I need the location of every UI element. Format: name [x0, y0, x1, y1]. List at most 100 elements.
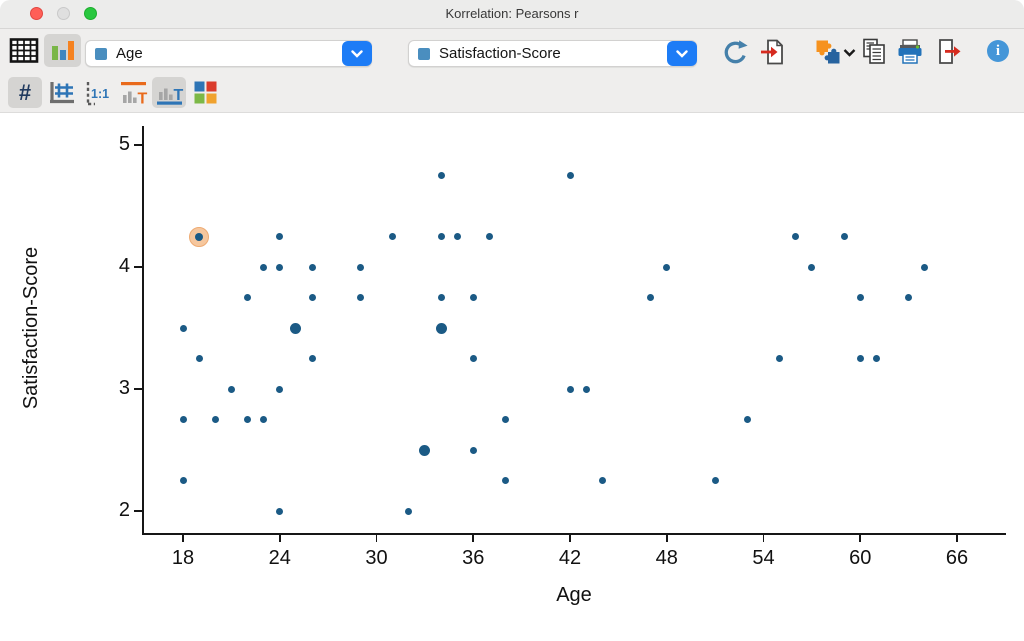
data-point[interactable] — [260, 416, 268, 423]
data-point[interactable] — [469, 294, 477, 301]
chart-view-button[interactable] — [44, 34, 81, 67]
numeric-values-button[interactable]: # — [8, 77, 42, 108]
data-point[interactable] — [469, 446, 477, 454]
refresh-button[interactable] — [720, 37, 750, 67]
chevron-down-button[interactable] — [342, 41, 372, 66]
svg-text:1:1: 1:1 — [91, 87, 109, 101]
data-point[interactable] — [244, 416, 251, 423]
data-point[interactable] — [260, 263, 268, 271]
data-point[interactable] — [856, 294, 864, 301]
y-tick-mark — [134, 266, 143, 268]
data-point[interactable] — [195, 355, 203, 362]
data-point[interactable] — [195, 232, 204, 241]
y-variable-dropdown[interactable]: Satisfaction-Score — [408, 40, 697, 67]
data-point[interactable] — [502, 477, 509, 484]
data-point[interactable] — [308, 294, 316, 301]
zoom-button[interactable] — [84, 7, 97, 20]
color-squares-icon — [194, 81, 216, 104]
data-point[interactable] — [711, 477, 719, 484]
chevron-down-button[interactable] — [667, 41, 697, 66]
variable-swatch-icon — [418, 47, 430, 60]
data-point[interactable] — [872, 355, 880, 362]
copy-button[interactable] — [860, 36, 888, 67]
axis-title-top-button[interactable]: T — [116, 77, 150, 108]
data-point[interactable] — [921, 263, 929, 271]
data-point[interactable] — [469, 355, 477, 362]
data-point[interactable] — [808, 263, 816, 271]
data-point[interactable] — [179, 324, 187, 332]
data-point[interactable] — [211, 416, 219, 423]
data-point[interactable] — [179, 416, 187, 423]
axis-title-bottom-button[interactable]: T — [152, 77, 186, 108]
info-button[interactable]: i — [985, 38, 1011, 64]
x-variable-dropdown[interactable]: Age — [85, 40, 372, 67]
data-point[interactable] — [179, 477, 187, 484]
y-tick-label: 4 — [118, 255, 130, 277]
y-tick-mark — [134, 388, 143, 390]
data-point[interactable] — [244, 294, 251, 301]
x-tick-mark — [278, 533, 281, 542]
y-tick-mark — [134, 510, 143, 512]
data-point[interactable] — [276, 233, 284, 240]
data-point[interactable] — [485, 233, 493, 240]
table-view-button[interactable] — [6, 34, 42, 67]
data-point[interactable] — [502, 416, 509, 423]
data-point[interactable] — [276, 385, 284, 393]
data-point[interactable] — [582, 385, 590, 393]
data-point[interactable] — [389, 233, 397, 240]
x-tick-mark — [665, 533, 668, 542]
aspect-ratio-button[interactable]: 1:1 — [80, 77, 114, 108]
toolbar: Age Satisfaction-Score — [0, 29, 1024, 74]
data-point[interactable] — [905, 294, 913, 301]
data-point[interactable] — [792, 233, 800, 240]
data-point[interactable] — [308, 263, 316, 271]
x-axis-line — [142, 533, 1006, 535]
variable-swatch-icon — [95, 47, 107, 60]
data-point[interactable] — [356, 294, 364, 301]
modules-button[interactable] — [812, 37, 858, 67]
chevron-down-icon — [351, 49, 363, 58]
x-tick-label: 42 — [558, 547, 582, 569]
one-to-one-ratio-icon: 1:1 — [86, 81, 109, 105]
data-point[interactable] — [743, 416, 751, 423]
data-point[interactable] — [776, 355, 784, 362]
export-button[interactable] — [934, 36, 962, 67]
y-tick-mark — [134, 144, 143, 146]
print-button[interactable] — [895, 37, 925, 67]
close-button[interactable] — [30, 7, 43, 20]
data-point[interactable] — [437, 172, 445, 179]
gridlines-button[interactable] — [44, 77, 78, 108]
x-tick-label: 30 — [365, 547, 388, 569]
data-point[interactable] — [437, 233, 445, 240]
data-point[interactable] — [356, 263, 364, 271]
chart-options-toolbar: # 1:1 T — [0, 74, 1024, 113]
data-point[interactable] — [566, 172, 574, 179]
import-button[interactable] — [758, 36, 788, 67]
data-point[interactable] — [290, 322, 302, 334]
data-point[interactable] — [308, 355, 316, 362]
print-icon — [898, 39, 922, 64]
color-scheme-button[interactable] — [188, 77, 222, 108]
grid-axes-icon — [50, 81, 74, 103]
data-point[interactable] — [276, 507, 284, 515]
data-point[interactable] — [405, 507, 413, 515]
titlebar: Korrelation: Pearsons r — [0, 0, 1024, 29]
data-point[interactable] — [276, 263, 284, 271]
data-point[interactable] — [856, 355, 864, 362]
data-point[interactable] — [598, 477, 606, 484]
data-point[interactable] — [435, 322, 447, 334]
data-point[interactable] — [227, 385, 235, 393]
data-point[interactable] — [663, 263, 671, 271]
import-document-icon — [761, 39, 783, 64]
svg-text:T: T — [173, 87, 183, 104]
data-point[interactable] — [840, 233, 848, 240]
data-point[interactable] — [453, 233, 461, 240]
data-point[interactable] — [647, 294, 655, 301]
data-point[interactable] — [419, 444, 431, 456]
x-tick-label: 66 — [945, 547, 969, 569]
x-tick-label: 60 — [849, 547, 872, 569]
x-tick-label: 36 — [462, 547, 485, 569]
data-point[interactable] — [566, 385, 574, 393]
data-point[interactable] — [437, 294, 445, 301]
